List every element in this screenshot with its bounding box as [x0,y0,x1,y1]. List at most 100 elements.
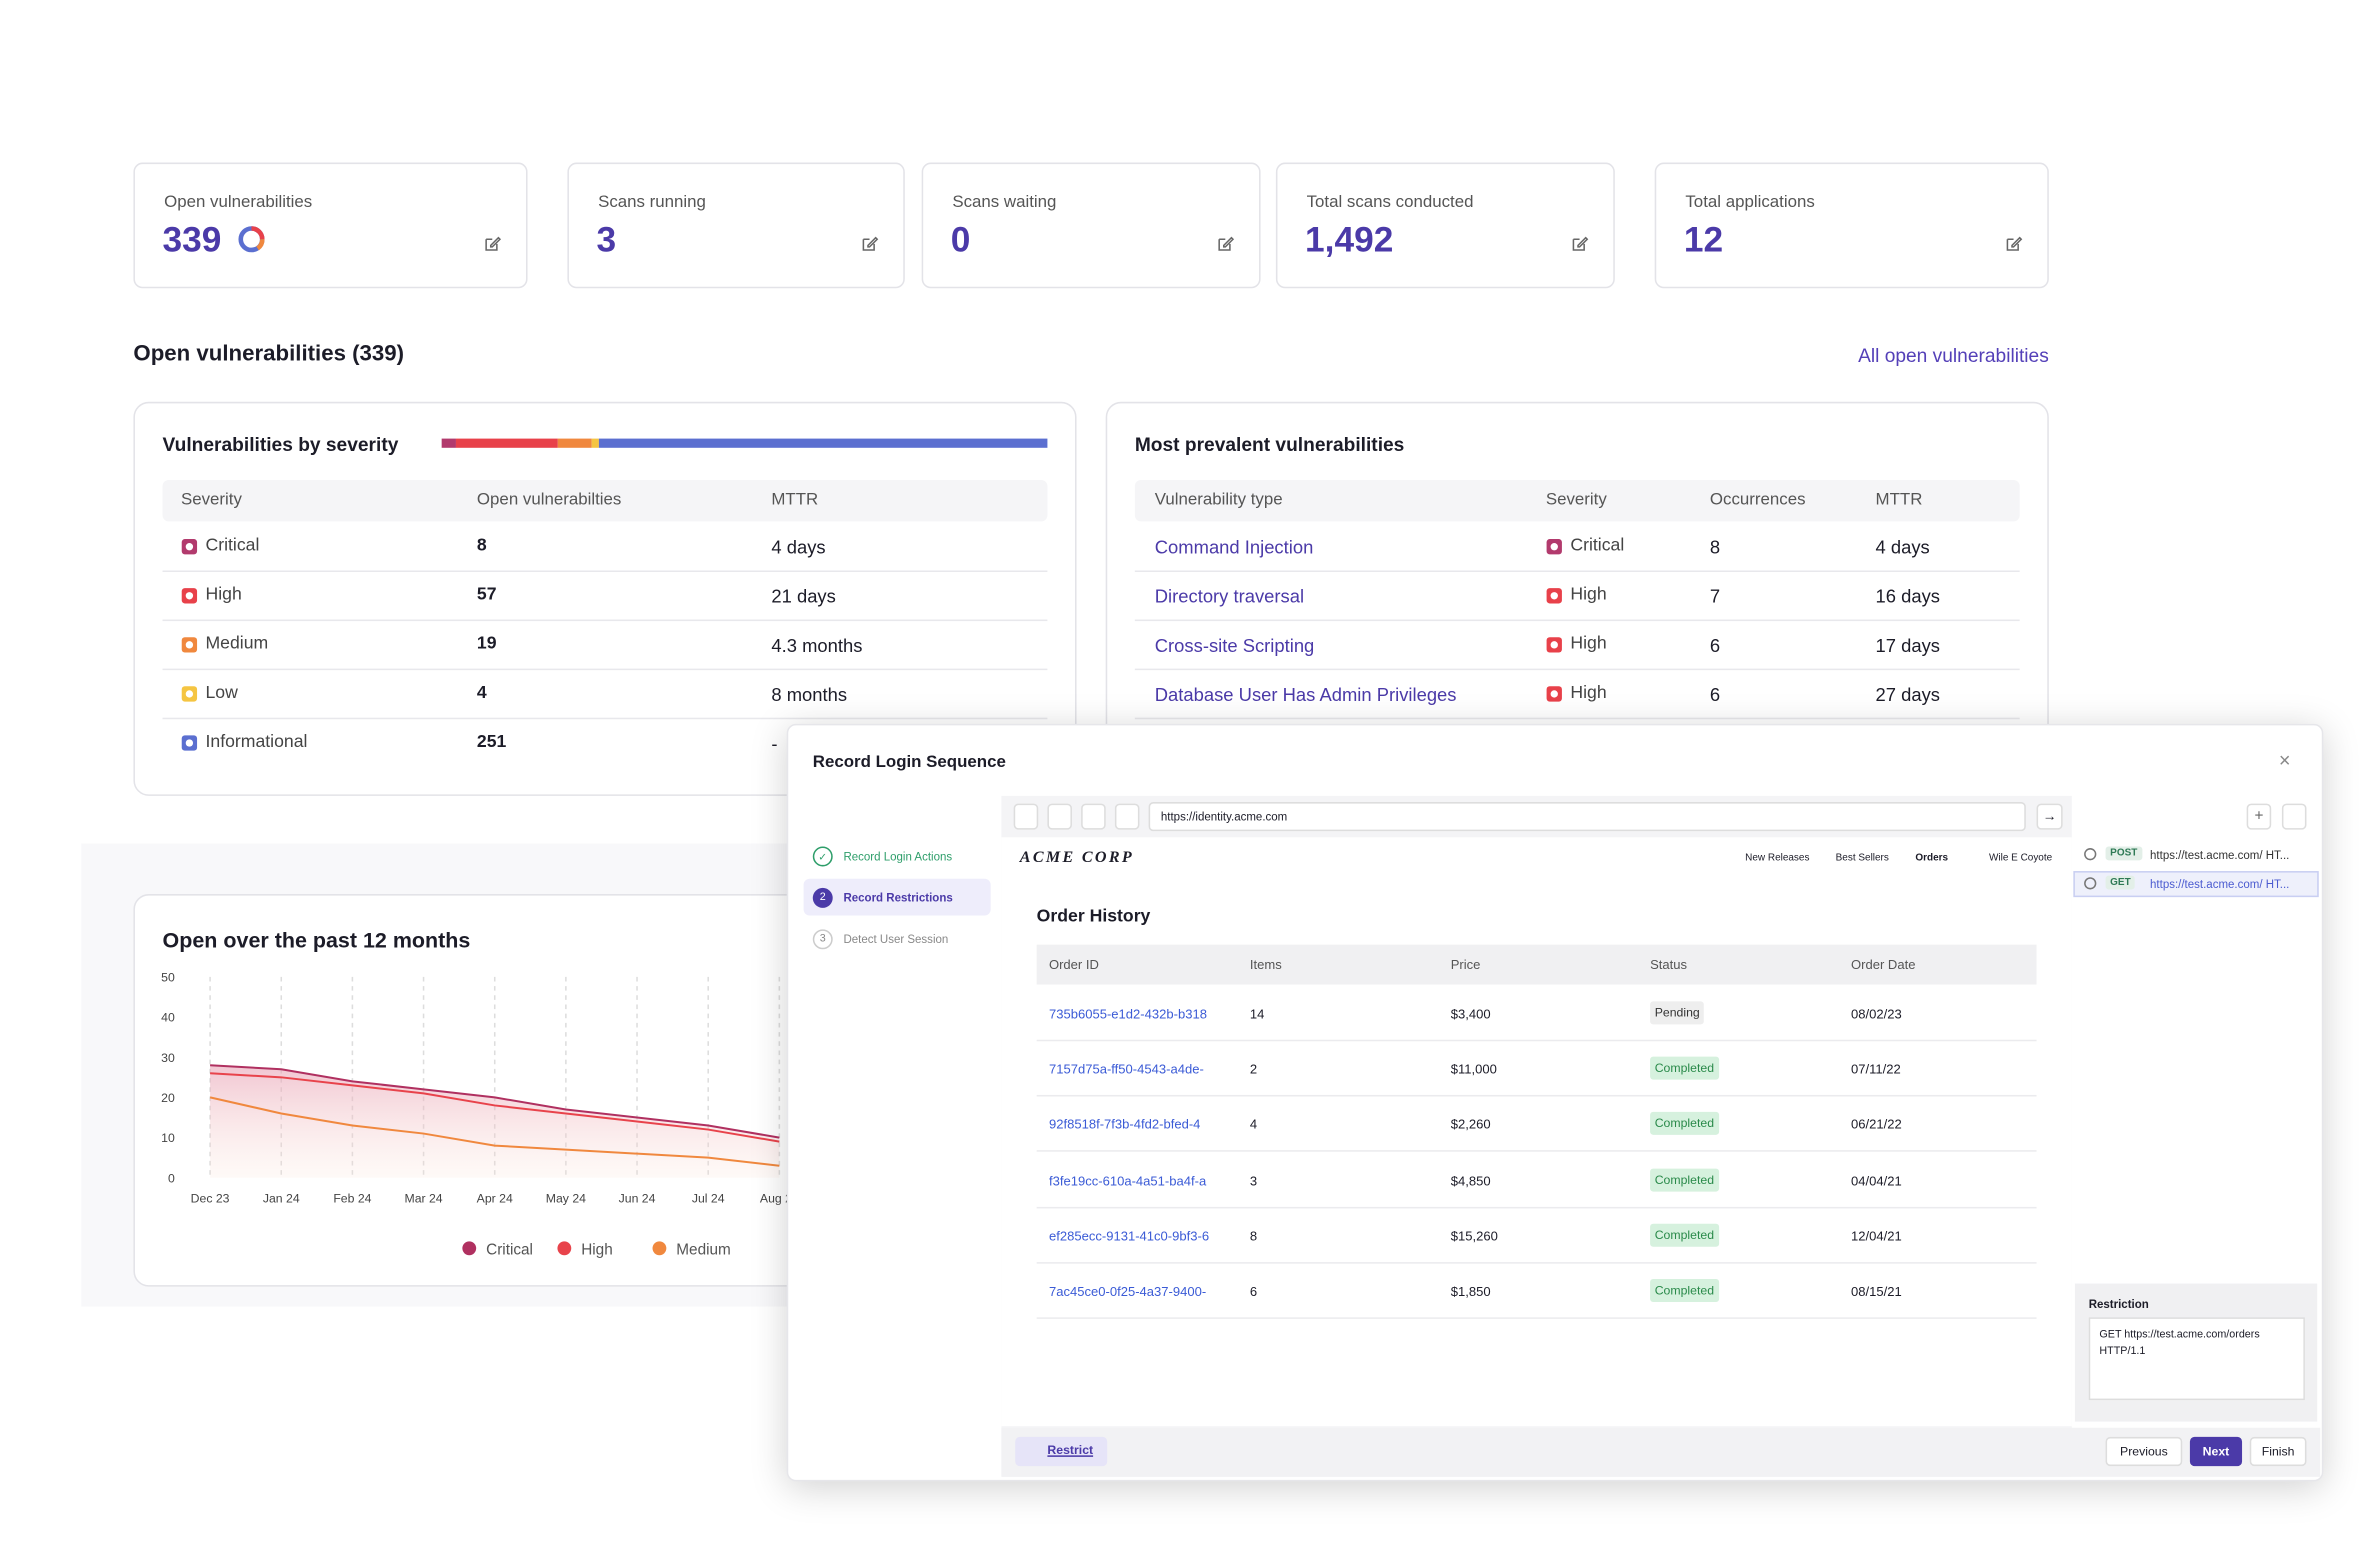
price: $2,260 [1450,1117,1491,1133]
go-button[interactable]: → [2036,803,2063,830]
donut-seg [251,226,265,240]
stat-label: Total applications [1685,193,1815,212]
vuln-type[interactable]: Database User Has Admin Privileges [1154,683,1457,706]
mttr: 4 days [771,536,826,559]
column-header: MTTR [771,490,819,510]
stat-value: 3 [596,219,617,260]
close-button[interactable]: × [2278,748,2291,772]
stat-value: 339 [162,219,222,260]
stat-label: Total scans conducted [1306,193,1474,212]
row-divider [1134,717,2020,720]
row-divider [1134,668,2020,671]
legend-label: Critical [486,1241,533,1258]
order-id[interactable]: 7ac45ce0-0f25-4a37-9400- [1048,1283,1207,1299]
restriction-text: GET https://test.acme.com/orders HTTP/1.… [2088,1317,2305,1401]
section-link[interactable]: All open vulnerabilities [1858,345,2049,367]
edit-icon [1572,236,1589,251]
nav-link[interactable]: Orders [1915,852,1949,864]
status: Pending [1650,1001,1705,1025]
column-header: Open vulnerabilties [476,490,622,510]
legend-swatch [652,1241,667,1256]
price: $15,260 [1450,1228,1498,1244]
nav-button[interactable] [1047,803,1072,830]
x-tick-label: May 24 [546,1191,586,1205]
table-header [1134,480,2020,522]
panel-title: Vulnerabilities by severity [162,433,399,456]
request-url[interactable]: https://test.acme.com/ HT... [2150,877,2290,891]
order-date: 06/21/22 [1850,1117,1902,1133]
nav-link[interactable]: Best Sellers [1835,852,1889,864]
nav-button[interactable] [1081,803,1106,830]
finish-button[interactable]: Finish [2249,1436,2307,1467]
x-tick-label: Jan 24 [263,1191,300,1205]
page-title: Order History [1036,907,1151,927]
delete-button[interactable] [2281,803,2307,830]
logo: ACME CORP [1019,849,1135,867]
vuln-type[interactable]: Cross-site Scripting [1154,634,1315,657]
row-divider [1036,1317,2037,1319]
severity: High [1570,585,1607,605]
previous-button[interactable]: Previous [2105,1436,2183,1467]
row-divider [1036,1150,2037,1153]
mttr: 17 days [1875,634,1940,657]
restrict-button[interactable]: Restrict [1015,1436,1108,1467]
stat-card[interactable]: Scans waiting 0 [921,162,1261,289]
items: 2 [1249,1061,1258,1077]
line [210,1064,780,1139]
step-label[interactable]: Detect User Session [843,932,949,947]
table-header [1036,944,2037,985]
add-button[interactable]: + [2246,803,2272,830]
legend-swatch [462,1241,477,1256]
step-circle: 3 [812,929,833,950]
severity-icon-dot [185,641,194,649]
mttr: 27 days [1875,683,1940,706]
severity: Critical [1570,536,1625,556]
nav-button[interactable] [1013,803,1039,830]
graphic [238,226,265,253]
stat-card[interactable]: Scans running 3 [567,162,905,289]
footer [1001,1427,2321,1477]
y-tick-label: 10 [161,1131,175,1145]
vuln-type[interactable]: Directory traversal [1154,585,1305,608]
row-divider [1134,619,2020,622]
order-id[interactable]: f3fe19cc-610a-4a51-ba4f-a [1048,1172,1207,1188]
row-divider [162,717,1048,720]
graphic [2006,236,2023,251]
table-header [162,480,1048,522]
graphic [1218,236,1235,251]
severity-icon-dot [185,592,194,600]
url-bar[interactable] [1148,802,2026,832]
column-header: Vulnerability type [1154,490,1283,510]
edit-icon [2006,236,2023,251]
step-label[interactable]: Record Restrictions [843,890,953,905]
order-id[interactable]: 92f8518f-7f3b-4fd2-bfed-4 [1048,1117,1201,1133]
y-tick-label: 30 [161,1051,175,1065]
nav-link[interactable]: New Releases [1745,852,1810,864]
graphic [1546,588,1562,604]
column-header: Order Date [1850,956,1916,973]
stat-card[interactable]: Total scans conducted 1,492 [1275,162,1615,289]
count: 4 [476,683,487,703]
status: Completed [1650,1112,1719,1136]
status: Completed [1650,1278,1719,1302]
nav-link[interactable]: Wile E Coyote [1989,852,2053,864]
area [210,1065,780,1178]
severity-name: Critical [205,536,260,556]
graphic [181,539,198,555]
step-label[interactable]: Record Login Actions [843,849,953,864]
order-id[interactable]: 7157d75a-ff50-4543-a4de- [1048,1061,1204,1077]
order-id[interactable]: 735b6055-e1d2-432b-b318 [1048,1006,1207,1022]
next-button[interactable]: Next [2189,1436,2243,1467]
stat-card[interactable]: Open vulnerabilities 339 [133,162,528,289]
severity-icon-dot [1550,641,1558,649]
request-url[interactable]: https://test.acme.com/ HT... [2150,848,2290,862]
order-id[interactable]: ef285ecc-9131-41c0-9bf3-6 [1048,1228,1210,1244]
vuln-type[interactable]: Command Injection [1154,536,1314,559]
stat-card[interactable]: Total applications 12 [1654,162,2049,289]
severity: High [1570,634,1607,654]
y-tick-label: 0 [168,1171,175,1185]
y-tick-label: 20 [161,1091,175,1105]
nav-button[interactable] [1114,803,1140,830]
items: 14 [1249,1006,1265,1022]
mttr: 8 months [771,683,848,706]
